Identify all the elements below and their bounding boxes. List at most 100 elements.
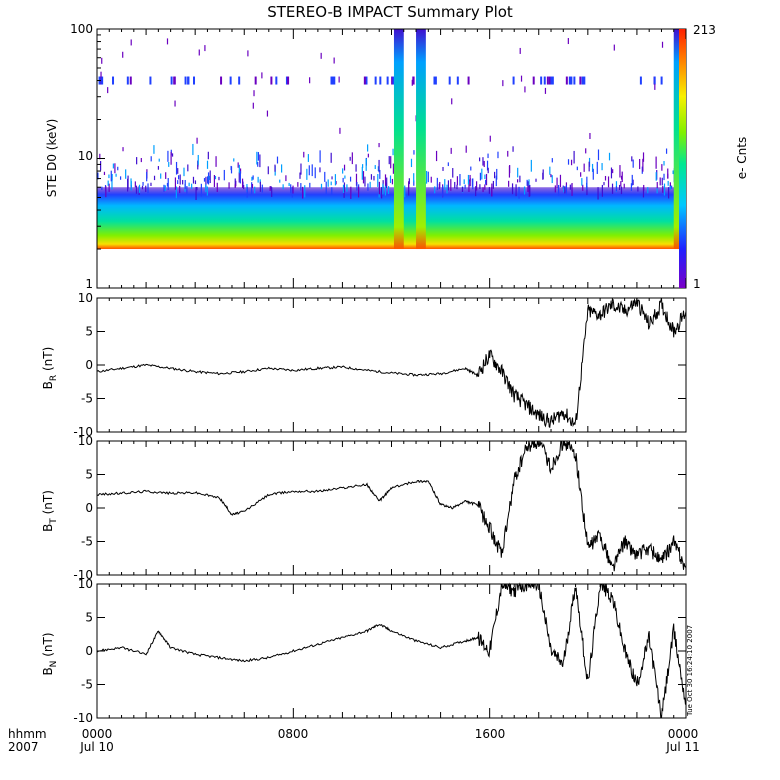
spectrum-speck: [303, 151, 305, 158]
spectrum-speck: [484, 174, 486, 180]
spectrum-speck: [430, 176, 432, 183]
spectrum-speck: [243, 184, 245, 190]
spectrum-speck: [130, 181, 132, 191]
spectrum-speck: [153, 175, 156, 181]
spectrum-speck: [125, 169, 127, 179]
x-tick-time-0: 0000: [82, 727, 113, 741]
spectrum-speck: [325, 181, 327, 194]
spectrum-speck: [468, 179, 470, 192]
spectrum-speck: [362, 171, 365, 184]
spectrum-dot: [100, 71, 102, 78]
spectrum-streak: [149, 76, 152, 85]
spectrum-speck: [447, 180, 450, 191]
spectrum-dot: [450, 147, 452, 154]
spec-ytick-100: 100: [70, 22, 93, 36]
spectrum-speck: [150, 156, 152, 162]
spectrum-speck: [234, 178, 236, 188]
spectrum-streak: [101, 76, 104, 85]
spectrum-speck: [481, 168, 483, 180]
spectrogram-image: [97, 29, 686, 250]
spectrum-speck: [105, 186, 107, 198]
spectrum-speck: [127, 178, 129, 192]
spectrum-speck: [251, 182, 253, 195]
spectrum-speck: [484, 184, 486, 190]
spectrum-speck: [351, 152, 353, 165]
spectrum-streak: [550, 76, 553, 85]
spectrum-dot: [654, 83, 656, 90]
spectrum-speck: [620, 175, 623, 180]
spectrum-speck: [182, 179, 184, 185]
spectrum-speck: [256, 151, 258, 165]
spectrum-streak: [112, 76, 115, 85]
spectrum-speck: [563, 186, 565, 193]
spectrum-speck: [307, 154, 309, 162]
x-tick-marks: [96, 29, 687, 718]
spectrum-speck: [163, 184, 165, 192]
spectrum-speck: [582, 184, 584, 191]
spectrum-speck: [669, 182, 671, 186]
timestamp: Tue Oct 30 16:24:10 2007: [686, 625, 694, 717]
spectrum-speck: [320, 183, 323, 190]
x-tick-date-3: Jul 11: [665, 740, 700, 754]
spectrum-dot: [252, 102, 254, 109]
spectrum-speck: [147, 183, 149, 194]
spectrum-speck: [179, 174, 181, 185]
spectrum-speck: [391, 178, 394, 185]
spectrum-speck: [276, 156, 279, 164]
spectrum-speck: [188, 182, 190, 187]
spectrum-dot: [338, 76, 340, 83]
spectrum-dot: [411, 79, 413, 86]
spectrum-speck: [656, 182, 658, 189]
spectrum-speck: [442, 185, 444, 197]
colorbar-min: 1: [693, 277, 701, 291]
spectrum-speck: [110, 170, 112, 182]
spectrum-speck: [442, 166, 444, 171]
spectrum-speck: [386, 177, 388, 187]
spectrum-speck: [659, 177, 661, 186]
spectrum-speck: [456, 184, 458, 190]
spectrum-speck: [569, 184, 571, 190]
spectrum-speck: [515, 184, 517, 197]
spectrum-streak: [543, 76, 546, 85]
spectrum-speck: [570, 159, 573, 166]
spectrum-speck: [608, 152, 611, 161]
spectrum-speck: [425, 170, 428, 184]
spectrum-speck: [663, 173, 665, 181]
spectrum-speck: [387, 186, 390, 195]
spectrum-speck: [309, 182, 311, 188]
spectrum-speck: [346, 184, 348, 192]
spectrum-speck: [447, 162, 449, 167]
spectrum-speck: [562, 185, 564, 189]
spectrum-streak: [330, 76, 333, 85]
field-series-line: [96, 297, 687, 429]
spectrum-speck: [108, 174, 110, 179]
spectrum-speck: [576, 166, 578, 171]
spectrum-speck: [379, 169, 381, 179]
spectrum-speck: [267, 166, 269, 175]
ytick-label: 10: [78, 434, 93, 448]
spectrum-speck: [580, 172, 582, 177]
spectrum-speck: [142, 182, 144, 186]
spectrum-speck: [285, 175, 287, 182]
spectrum-speck: [206, 186, 208, 196]
spectrum-speck: [550, 174, 552, 178]
spectrum-speck: [357, 186, 360, 198]
spectrum-dot: [261, 72, 263, 79]
spectrum-speck: [597, 149, 600, 161]
spectrum-speck: [592, 168, 594, 180]
spectrum-speck: [319, 167, 321, 173]
spectrum-speck: [361, 166, 363, 180]
spectrum-speck: [203, 178, 206, 182]
spectrum-speck: [167, 150, 169, 162]
spectrum-speck: [382, 183, 384, 195]
bt-panel: BT (nT) -10 -5 0 5 10: [41, 434, 687, 582]
spectrum-speck: [378, 181, 380, 195]
spectrum-speck: [642, 152, 645, 162]
spectrum-speck: [621, 171, 623, 183]
spectrum-speck: [588, 161, 590, 172]
spectrum-streak: [532, 76, 535, 85]
spectrum-speck: [378, 142, 380, 148]
colorbar: 213 1 e- Cnts: [679, 23, 749, 291]
spectrum-speck: [565, 185, 567, 195]
spectrum-speck: [349, 176, 352, 182]
